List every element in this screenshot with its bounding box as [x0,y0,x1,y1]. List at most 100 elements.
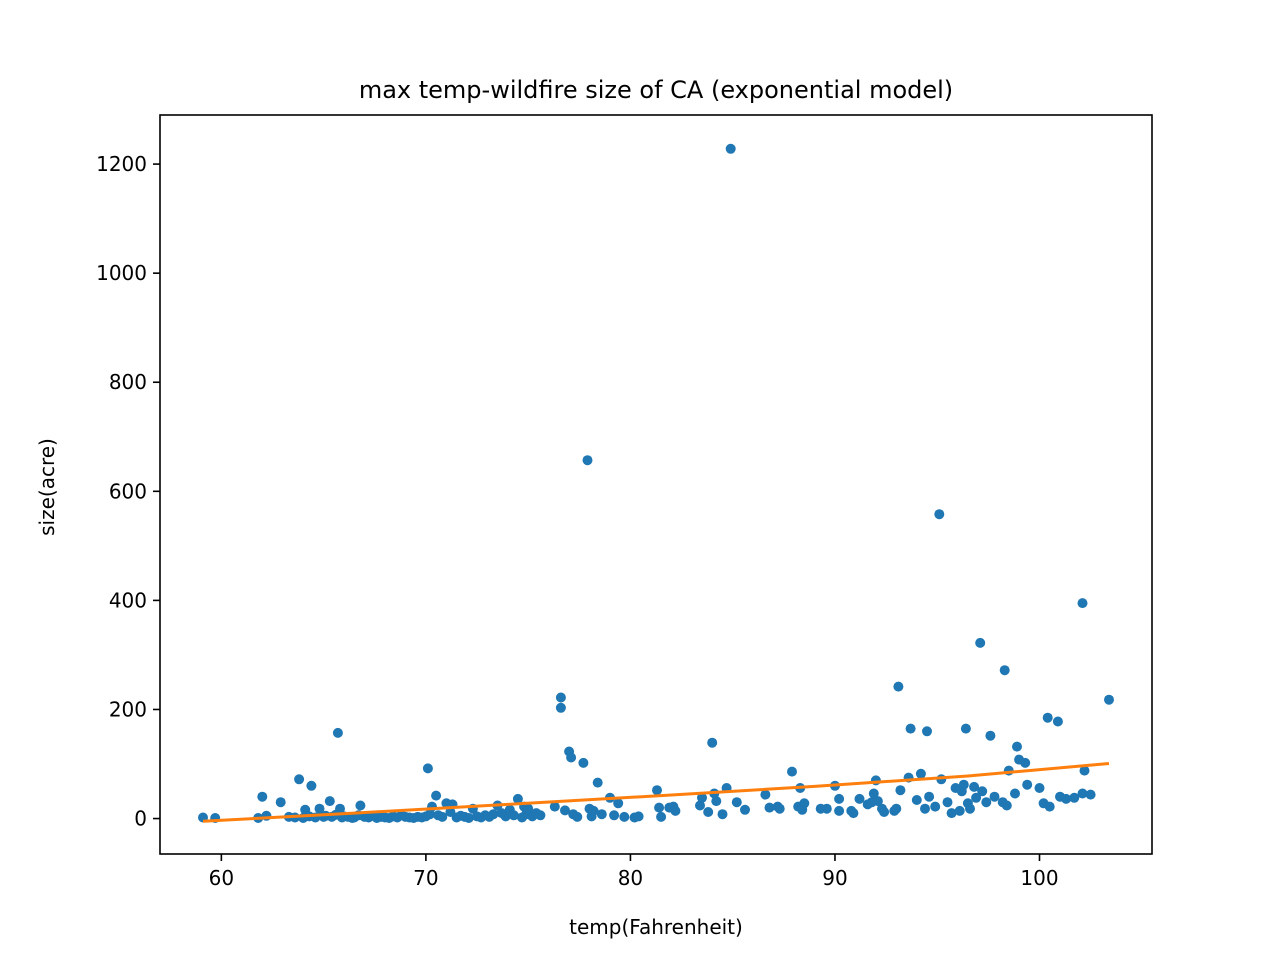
data-point [697,792,707,803]
data-point [613,798,624,809]
data-point [774,803,785,814]
data-point [895,785,906,796]
data-point [332,727,343,738]
data-point [257,791,268,802]
data-point [787,766,797,777]
data-point [609,810,620,821]
data-point [549,801,560,812]
data-point [695,800,705,811]
data-point [977,786,988,797]
data-point [854,793,865,804]
data-point [717,809,728,820]
y-tick-label: 1200 [96,152,147,176]
data-point [740,804,750,815]
data-point [958,779,969,790]
y-tick-label: 600 [109,479,147,503]
data-point [670,805,681,816]
data-point [891,803,902,814]
data-point [920,803,930,814]
data-point [1061,793,1072,804]
data-point [711,796,722,807]
data-point [566,752,577,763]
data-point [555,692,566,703]
y-tick-label: 0 [134,807,147,831]
data-point [760,789,771,800]
axes-frame [159,114,1153,855]
data-point [508,810,519,821]
data-point [275,797,286,808]
x-tick-label: 80 [618,866,643,890]
data-point [799,798,810,809]
data-point [1104,694,1114,705]
data-point [652,785,662,796]
x-tick-label: 100 [1020,866,1058,890]
data-point [725,143,736,154]
data-point [1079,765,1090,776]
x-axis-label: temp(Fahrenheit) [569,915,743,939]
data-point [911,795,922,805]
data-point [942,797,953,808]
data-point [868,788,879,799]
data-point [960,723,971,734]
data-point [422,763,433,774]
model-line [202,762,1110,823]
y-tick-label: 200 [109,697,147,721]
data-point [1034,783,1045,793]
data-point [930,801,941,812]
data-point [335,803,345,814]
data-point [834,805,845,816]
data-point [999,665,1010,676]
x-axis: 60 70 80 90 100 [209,854,1059,890]
data-point [1010,788,1020,799]
data-point [1069,792,1080,803]
data-point [425,809,435,820]
data-point [989,791,1000,802]
data-point [981,797,992,808]
data-point [294,774,305,785]
data-point [971,792,982,803]
data-point [924,791,935,802]
data-point [588,805,599,816]
data-point [1001,800,1012,811]
data-point [324,796,335,807]
data-point [934,509,945,520]
data-point [821,803,832,814]
data-point [555,702,566,713]
data-point [731,797,742,808]
data-point [306,780,317,791]
data-point [1077,598,1088,609]
data-point [975,637,986,648]
data-point [1022,779,1033,790]
data-point [922,726,932,737]
data-point [437,811,448,822]
y-tick-label: 1000 [96,261,147,285]
data-point [654,802,665,813]
data-point [905,723,916,734]
data-point [592,777,603,788]
data-point [915,768,926,779]
data-point [834,793,845,804]
data-point [965,803,975,814]
data-point [355,800,366,811]
data-point [954,805,965,816]
data-point [969,781,980,792]
data-point [1044,801,1055,812]
plot-area [198,143,1114,823]
data-point [893,681,904,692]
data-point [572,811,583,822]
data-point [488,809,499,820]
data-point [633,811,644,822]
data-point [1012,741,1022,752]
data-point [656,811,667,822]
data-point [512,793,523,804]
data-point [314,803,325,814]
data-point [946,808,957,819]
data-point [707,737,718,748]
data-point [619,811,630,822]
data-point [1077,788,1088,799]
data-point [578,757,589,768]
data-point [431,790,442,801]
data-point [560,805,570,816]
data-point [463,813,474,823]
